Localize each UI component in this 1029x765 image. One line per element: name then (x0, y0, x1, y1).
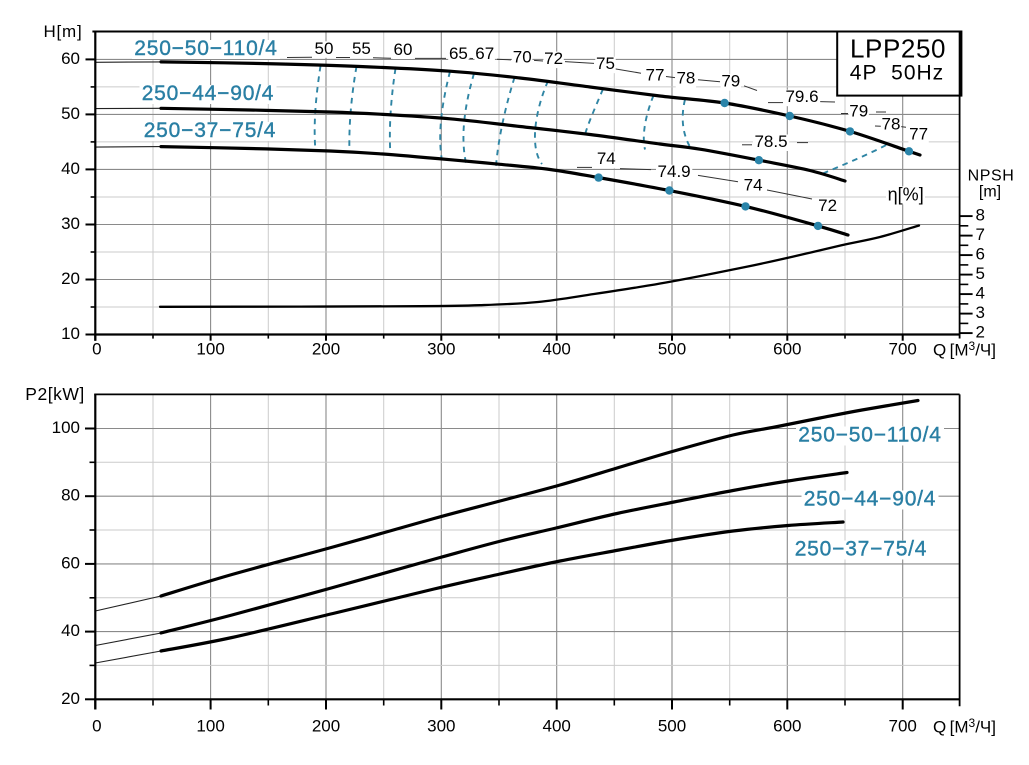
svg-text:60: 60 (61, 553, 80, 572)
svg-text:77: 77 (646, 65, 665, 84)
svg-text:78: 78 (676, 68, 695, 87)
svg-text:55: 55 (352, 39, 371, 58)
svg-text:Q [М3/Ч]: Q [М3/Ч] (933, 716, 996, 737)
svg-text:700: 700 (889, 716, 917, 735)
svg-text:4P 50Hz: 4P 50Hz (850, 62, 944, 85)
svg-text:Q [М3/Ч]: Q [М3/Ч] (933, 339, 996, 360)
svg-text:250−50−110/4: 250−50−110/4 (134, 37, 278, 60)
svg-text:η[%]: η[%] (888, 184, 924, 204)
svg-text:0: 0 (92, 339, 101, 358)
svg-text:100: 100 (196, 339, 224, 358)
svg-text:67: 67 (475, 44, 494, 63)
svg-text:3: 3 (976, 303, 985, 322)
svg-text:40: 40 (61, 159, 80, 178)
svg-text:250−37−75/4: 250−37−75/4 (795, 538, 928, 561)
svg-text:0: 0 (92, 716, 101, 735)
svg-text:72: 72 (818, 196, 837, 215)
svg-text:79: 79 (849, 102, 868, 121)
svg-text:74: 74 (597, 149, 616, 168)
svg-text:8: 8 (976, 206, 985, 225)
svg-text:20: 20 (61, 269, 80, 288)
svg-text:40: 40 (61, 621, 80, 640)
svg-text:20: 20 (61, 689, 80, 708)
svg-text:78.5: 78.5 (754, 132, 787, 151)
svg-text:2: 2 (976, 323, 985, 342)
svg-text:400: 400 (543, 716, 571, 735)
svg-text:79.6: 79.6 (785, 87, 818, 106)
svg-text:50: 50 (315, 39, 334, 58)
svg-text:6: 6 (976, 245, 985, 264)
svg-text:30: 30 (61, 214, 80, 233)
svg-text:250−44−90/4: 250−44−90/4 (142, 82, 275, 105)
svg-text:78: 78 (882, 114, 901, 133)
svg-text:77: 77 (909, 124, 928, 143)
svg-text:200: 200 (312, 339, 340, 358)
svg-text:60: 60 (394, 40, 413, 59)
svg-text:100: 100 (196, 716, 224, 735)
svg-text:70: 70 (513, 47, 532, 66)
svg-text:600: 600 (773, 339, 801, 358)
svg-text:50: 50 (61, 104, 80, 123)
svg-text:60: 60 (61, 49, 80, 68)
svg-text:300: 300 (427, 716, 455, 735)
svg-text:500: 500 (658, 716, 686, 735)
svg-text:700: 700 (889, 339, 917, 358)
svg-text:4: 4 (976, 284, 985, 303)
svg-text:P2[kW]: P2[kW] (25, 384, 84, 404)
svg-text:H[m]: H[m] (43, 22, 82, 41)
svg-text:LPP250: LPP250 (850, 33, 946, 63)
svg-text:600: 600 (773, 716, 801, 735)
svg-text:NPSH: NPSH (968, 168, 1015, 185)
svg-text:79: 79 (721, 72, 740, 91)
svg-text:72: 72 (544, 49, 563, 68)
svg-text:7: 7 (976, 225, 985, 244)
svg-text:75: 75 (596, 54, 615, 73)
svg-text:80: 80 (61, 486, 80, 505)
svg-text:5: 5 (976, 264, 985, 283)
svg-text:500: 500 (658, 339, 686, 358)
svg-text:200: 200 (312, 716, 340, 735)
svg-text:[m]: [m] (979, 184, 1001, 201)
svg-text:300: 300 (427, 339, 455, 358)
svg-text:250−37−75/4: 250−37−75/4 (144, 119, 277, 142)
svg-text:74: 74 (744, 176, 763, 195)
svg-text:65: 65 (449, 44, 468, 63)
svg-text:100: 100 (52, 418, 80, 437)
svg-text:74.9: 74.9 (658, 162, 691, 181)
svg-text:10: 10 (61, 324, 80, 343)
svg-text:250−50−110/4: 250−50−110/4 (798, 424, 942, 447)
svg-text:250−44−90/4: 250−44−90/4 (804, 488, 937, 511)
svg-text:400: 400 (543, 339, 571, 358)
